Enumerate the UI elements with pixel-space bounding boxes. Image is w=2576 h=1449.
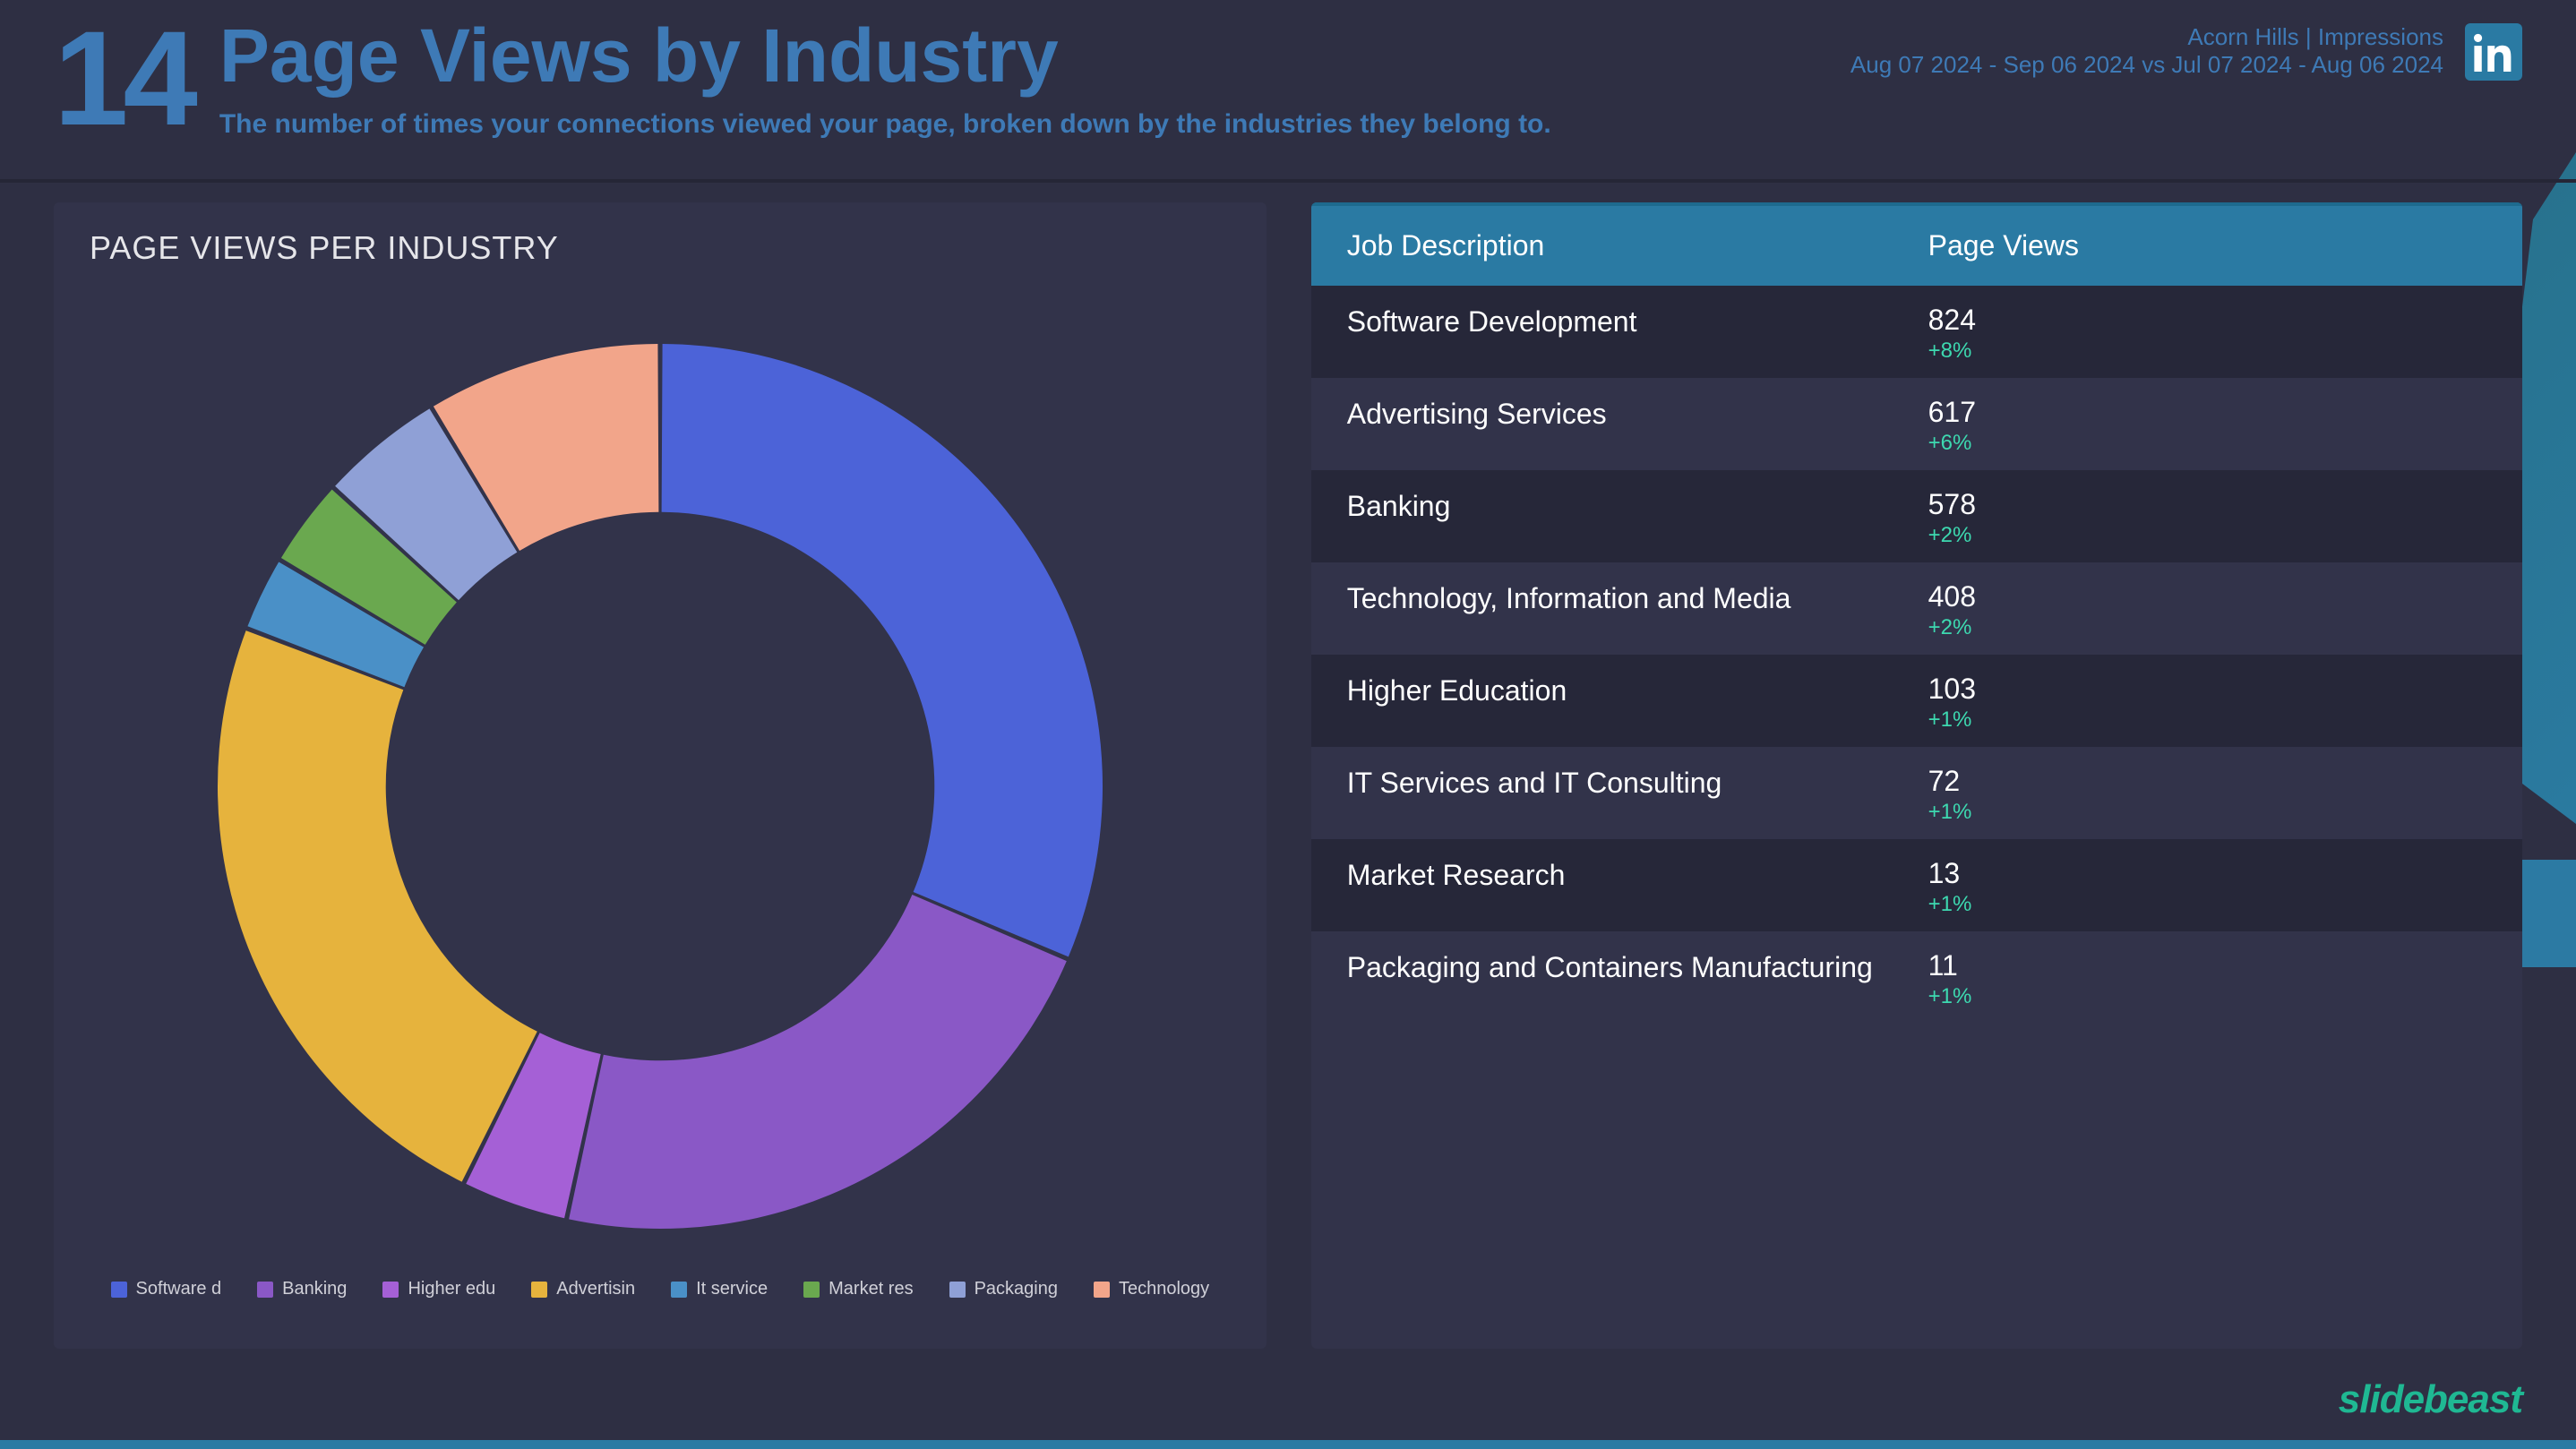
legend-swatch [671, 1282, 687, 1298]
legend-swatch [531, 1282, 547, 1298]
legend-label: Technology [1119, 1279, 1209, 1299]
table-row: Advertising Services617+6% [1311, 378, 2522, 470]
table-panel: Job Description Page Views Software Deve… [1311, 202, 2522, 1349]
table-header-col1: Job Description [1347, 229, 1928, 262]
row-delta: +1% [1928, 984, 2486, 1009]
row-value: 408 [1928, 580, 2486, 613]
row-delta: +8% [1928, 339, 2486, 364]
page-number: 14 [54, 18, 193, 139]
chart-legend: Software d Banking Higher edu Advertisin It … [90, 1279, 1231, 1299]
row-label: Advertising Services [1347, 396, 1928, 432]
linkedin-icon [2465, 23, 2522, 81]
legend-swatch [803, 1282, 820, 1298]
row-label: IT Services and IT Consulting [1347, 765, 1928, 801]
brand-logo: slidebeast [2339, 1377, 2522, 1422]
row-value-wrap: 103+1% [1928, 673, 2486, 733]
row-value-wrap: 617+6% [1928, 396, 2486, 456]
legend-item-market_res: Market res [803, 1279, 913, 1299]
donut-slice-banking [569, 895, 1067, 1229]
table-row: Higher Education103+1% [1311, 655, 2522, 747]
row-label: Market Research [1347, 857, 1928, 893]
page-subtitle: The number of times your connections vie… [219, 109, 1551, 140]
row-value-wrap: 578+2% [1928, 488, 2486, 548]
chart-title: PAGE VIEWS PER INDUSTRY [90, 229, 1231, 267]
row-value: 13 [1928, 857, 2486, 890]
legend-label: Advertisin [556, 1279, 635, 1299]
legend-label: Higher edu [408, 1279, 495, 1299]
legend-item-software_d: Software d [111, 1279, 222, 1299]
table-row: Technology, Information and Media408+2% [1311, 562, 2522, 655]
table-row: Packaging and Containers Manufacturing11… [1311, 931, 2522, 1024]
legend-swatch [111, 1282, 127, 1298]
row-delta: +2% [1928, 615, 2486, 640]
table-row: Banking578+2% [1311, 470, 2522, 562]
row-value: 578 [1928, 488, 2486, 521]
bottom-bar [0, 1440, 2576, 1449]
header: 14 Page Views by Industry The number of … [0, 0, 2576, 140]
row-label: Software Development [1347, 304, 1928, 339]
legend-label: Software d [136, 1279, 222, 1299]
legend-swatch [257, 1282, 273, 1298]
row-value-wrap: 11+1% [1928, 949, 2486, 1009]
table-row: Market Research13+1% [1311, 839, 2522, 931]
row-delta: +2% [1928, 523, 2486, 548]
row-value: 617 [1928, 396, 2486, 429]
row-label: Packaging and Containers Manufacturing [1347, 949, 1928, 985]
legend-item-it_service: It service [671, 1279, 768, 1299]
row-value-wrap: 13+1% [1928, 857, 2486, 917]
legend-label: Packaging [975, 1279, 1058, 1299]
legend-label: It service [696, 1279, 768, 1299]
table-body: Software Development824+8%Advertising Se… [1311, 286, 2522, 1024]
legend-swatch [949, 1282, 966, 1298]
legend-item-advertisin: Advertisin [531, 1279, 635, 1299]
row-label: Higher Education [1347, 673, 1928, 708]
donut-chart [194, 321, 1126, 1252]
row-value: 824 [1928, 304, 2486, 337]
chart-panel: PAGE VIEWS PER INDUSTRY Software d Bankin… [54, 202, 1267, 1349]
legend-item-technology: Technology [1094, 1279, 1209, 1299]
table-row: IT Services and IT Consulting72+1% [1311, 747, 2522, 839]
row-delta: +1% [1928, 800, 2486, 825]
row-value-wrap: 72+1% [1928, 765, 2486, 825]
table-header-col2: Page Views [1928, 229, 2486, 262]
legend-swatch [1094, 1282, 1110, 1298]
legend-item-higher_edu: Higher edu [382, 1279, 495, 1299]
table-header: Job Description Page Views [1311, 202, 2522, 286]
row-label: Banking [1347, 488, 1928, 524]
row-delta: +6% [1928, 431, 2486, 456]
legend-swatch [382, 1282, 399, 1298]
table-row: Software Development824+8% [1311, 286, 2522, 378]
page-title: Page Views by Industry [219, 18, 1551, 93]
row-label: Technology, Information and Media [1347, 580, 1928, 616]
row-value: 72 [1928, 765, 2486, 798]
donut-slice-advertisin [218, 630, 537, 1181]
legend-label: Banking [282, 1279, 347, 1299]
row-value-wrap: 824+8% [1928, 304, 2486, 364]
donut-slice-software_d [661, 344, 1102, 956]
row-delta: +1% [1928, 707, 2486, 733]
row-value: 103 [1928, 673, 2486, 706]
row-value-wrap: 408+2% [1928, 580, 2486, 640]
meta-company: Acorn Hills | Impressions [1850, 23, 2443, 51]
legend-label: Market res [829, 1279, 913, 1299]
legend-item-banking: Banking [257, 1279, 347, 1299]
row-delta: +1% [1928, 892, 2486, 917]
meta-date-range: Aug 07 2024 - Sep 06 2024 vs Jul 07 2024… [1850, 51, 2443, 79]
legend-item-packaging: Packaging [949, 1279, 1058, 1299]
row-value: 11 [1928, 949, 2486, 982]
